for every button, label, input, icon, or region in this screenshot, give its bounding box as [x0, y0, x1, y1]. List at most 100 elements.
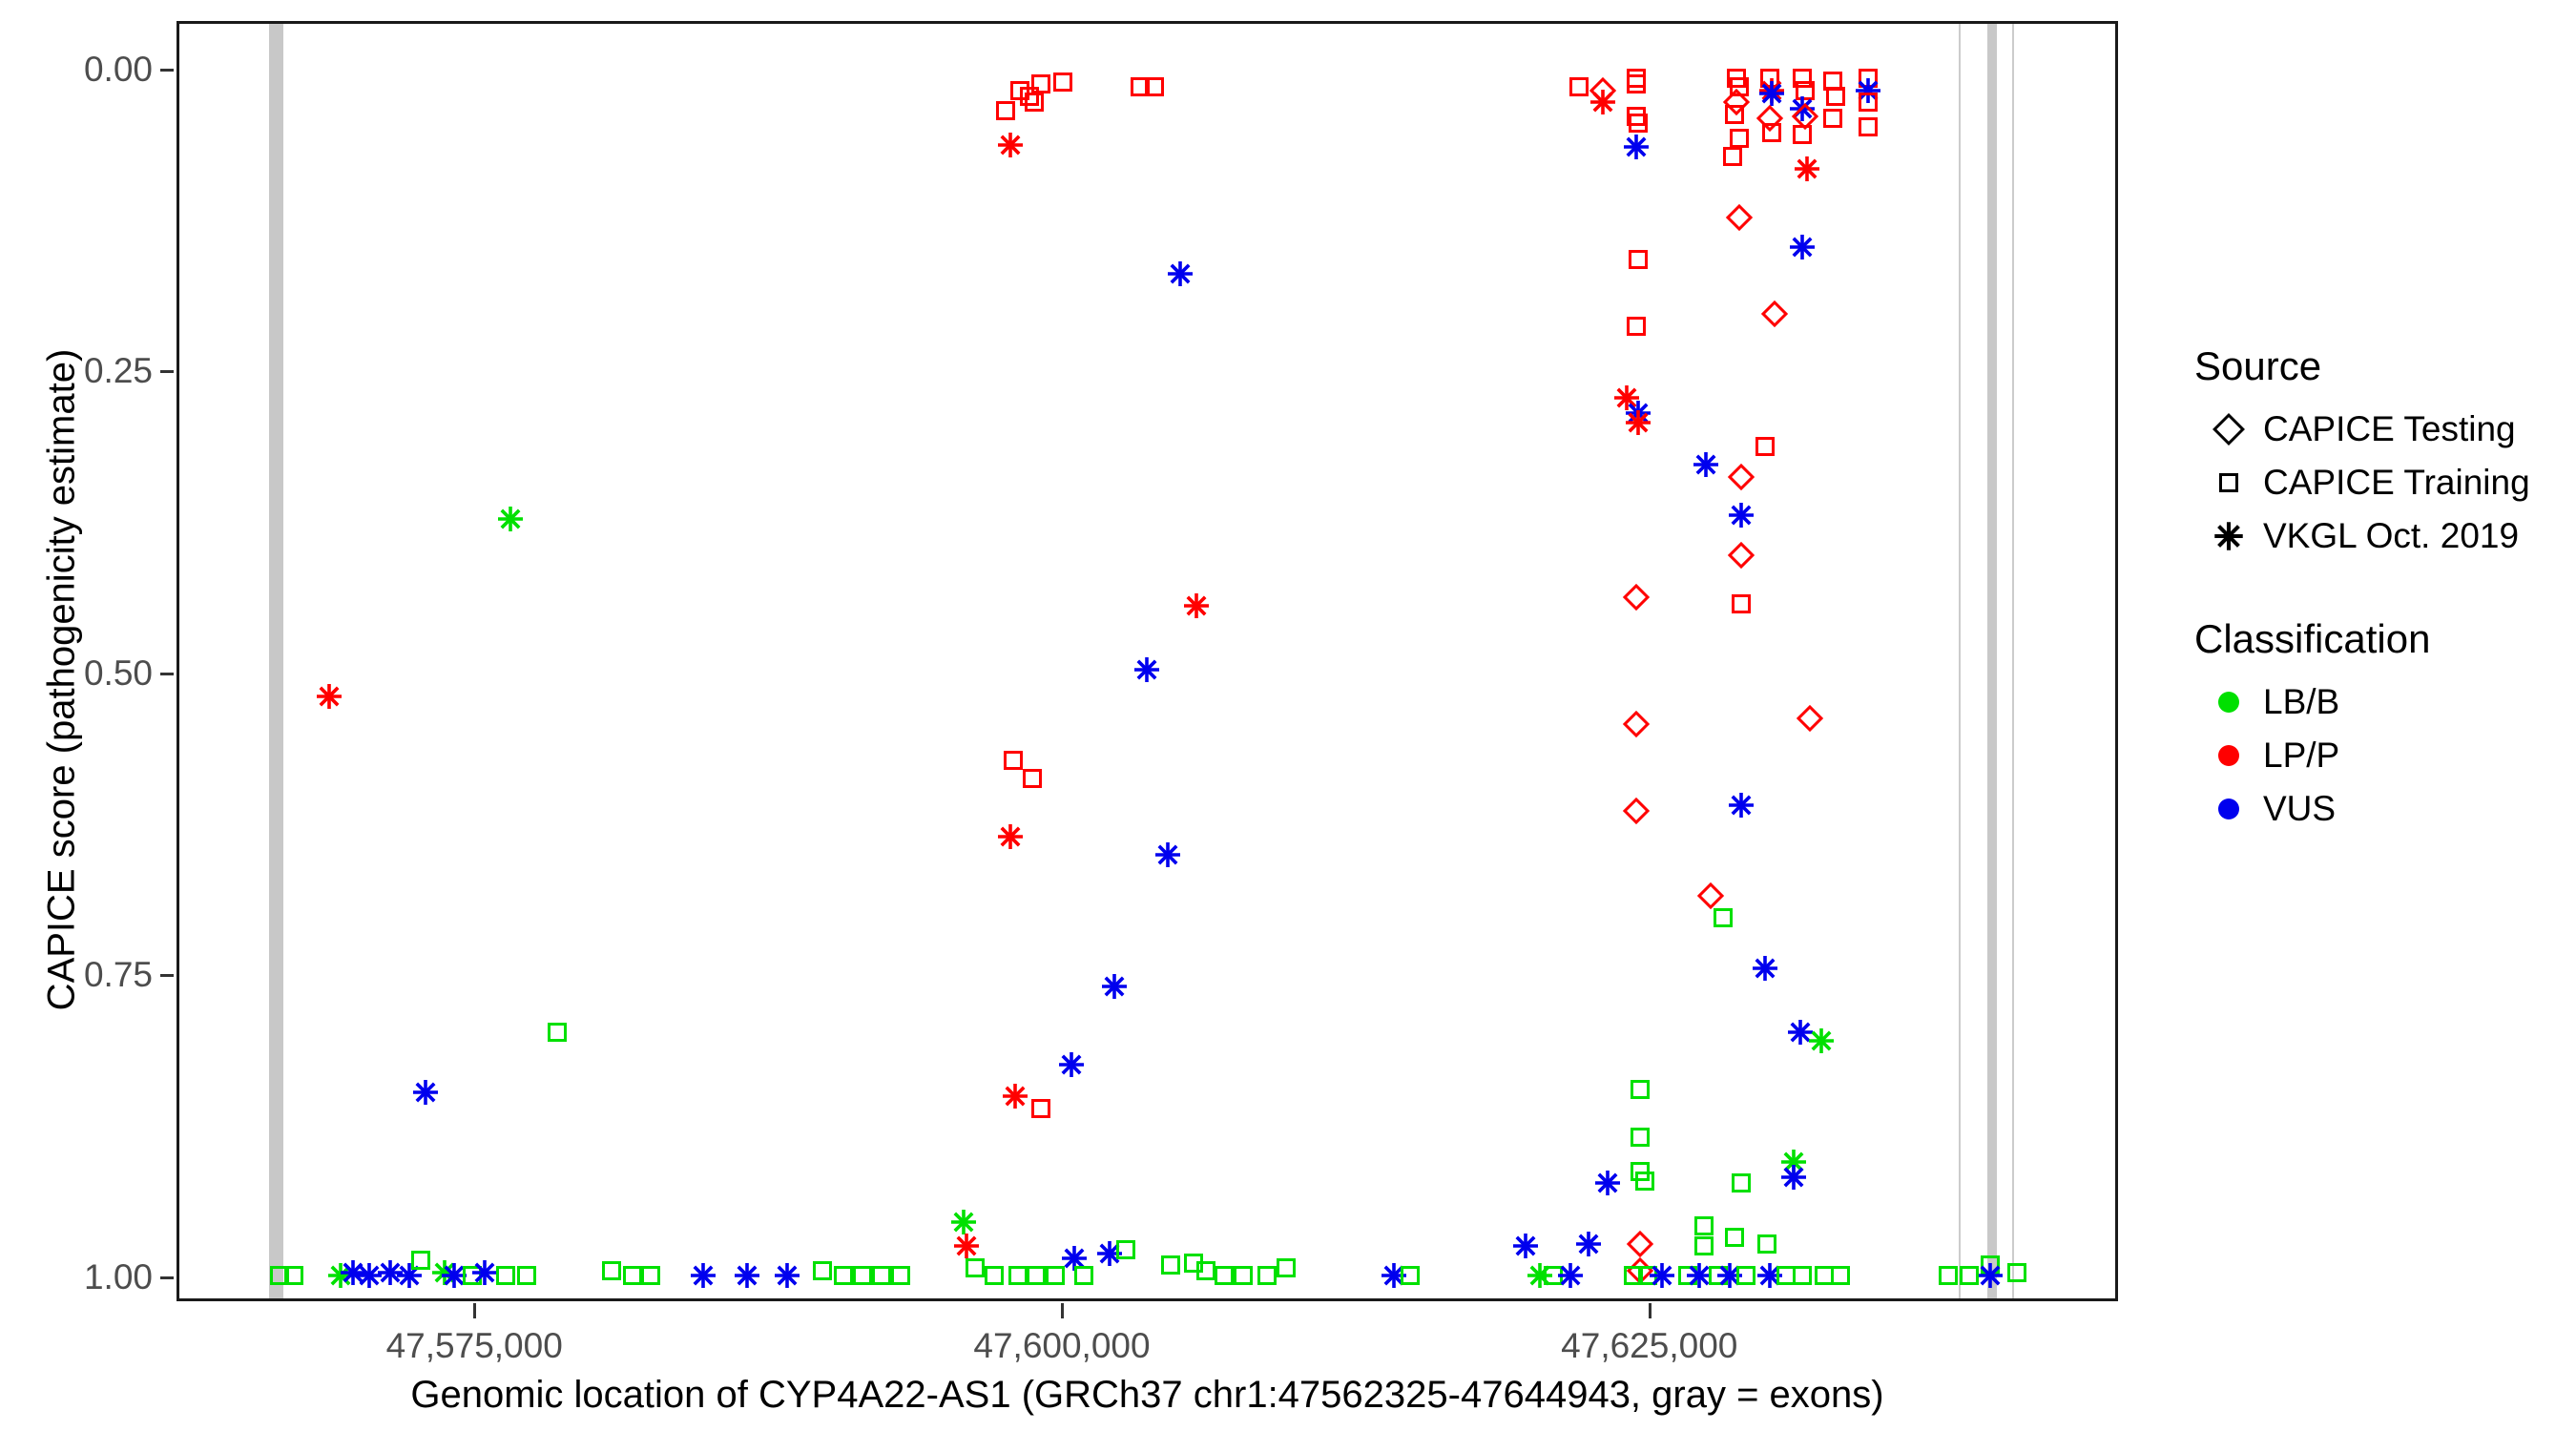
data-point-asterisk — [996, 131, 1025, 159]
x-tick-mark — [1648, 1303, 1652, 1318]
data-point-asterisk — [1132, 655, 1161, 684]
data-point-asterisk — [1727, 791, 1755, 819]
data-point-asterisk — [949, 1208, 978, 1236]
x-tick-label: 47,575,000 — [385, 1326, 563, 1365]
y-tick-mark — [160, 1275, 174, 1279]
data-point-square — [2006, 1263, 2026, 1283]
data-point-asterisk — [773, 1261, 801, 1290]
data-point-asterisk — [733, 1261, 761, 1290]
x-axis-title: Genomic location of CYP4A22-AS1 (GRCh37 … — [410, 1374, 1884, 1416]
data-point-asterisk — [411, 1078, 440, 1107]
data-point-asterisk — [440, 1261, 468, 1290]
data-point-square — [1144, 76, 1164, 96]
data-point-asterisk — [1182, 591, 1211, 620]
data-point-asterisk — [1166, 259, 1195, 288]
data-point-square — [1960, 1265, 1980, 1285]
data-point-square — [1762, 122, 1782, 142]
data-point-square — [1031, 74, 1051, 94]
data-point-square — [1729, 129, 1749, 149]
data-point-square — [1755, 437, 1775, 457]
data-point-asterisk — [1556, 1261, 1585, 1290]
data-point-square — [547, 1023, 567, 1043]
data-point-asterisk — [1622, 133, 1651, 161]
data-point-square — [495, 1265, 515, 1285]
data-point-square — [1116, 1240, 1136, 1260]
data-point-square — [1046, 1265, 1066, 1285]
data-point-asterisk — [1976, 1261, 2005, 1290]
legend-item-label: LB/B — [2263, 682, 2340, 721]
data-point-square — [966, 1258, 986, 1278]
data-point-square — [996, 101, 1016, 121]
data-point-square — [1626, 74, 1646, 94]
exon-marker — [1986, 24, 1997, 1298]
data-point-asterisk — [1779, 1163, 1808, 1192]
data-point-square — [1569, 76, 1589, 96]
data-point-square — [1732, 1173, 1752, 1193]
legend-group-classification: Classification LB/B LP/P VUS — [2194, 616, 2576, 836]
data-point-asterisk — [355, 1261, 384, 1290]
legend-item[interactable]: VUS — [2194, 782, 2576, 836]
legend-title-classification: Classification — [2194, 616, 2431, 661]
exon-marker — [269, 24, 283, 1298]
data-point-square — [813, 1260, 833, 1280]
data-point-square — [1628, 113, 1648, 133]
data-point-asterisk — [1692, 450, 1720, 479]
data-point-square — [1635, 1171, 1655, 1191]
legend-item-label: CAPICE Testing — [2263, 409, 2516, 448]
legend-item[interactable]: CAPICE Testing — [2194, 403, 2576, 456]
legend-group-source: Source CAPICE Testing CAPICE Training VKGL… — [2194, 343, 2576, 563]
data-point-asterisk — [376, 1258, 405, 1287]
data-point-asterisk — [1786, 1018, 1815, 1047]
data-point-square — [516, 1265, 536, 1285]
data-point-asterisk — [1715, 1261, 1744, 1290]
legend: Source CAPICE Testing CAPICE Training VKGL… — [2194, 343, 2576, 889]
legend-item-label: CAPICE Training — [2263, 463, 2530, 502]
data-point-square — [1830, 1265, 1850, 1285]
data-point-asterisk — [1685, 1261, 1714, 1290]
data-point-square — [1939, 1265, 1959, 1285]
data-point-asterisk — [1589, 88, 1617, 116]
data-point-square — [890, 1265, 910, 1285]
data-point-square — [1793, 125, 1813, 145]
legend-item[interactable]: LB/B — [2194, 675, 2576, 729]
data-point-asterisk — [315, 682, 343, 711]
x-tick-mark — [1060, 1303, 1064, 1318]
data-point-square — [1823, 108, 1843, 128]
data-point-square — [853, 1265, 873, 1285]
y-tick-label: 0.25 — [83, 351, 153, 391]
data-point-square — [1724, 1228, 1744, 1248]
data-point-square — [1160, 1255, 1180, 1275]
data-point-square — [1722, 147, 1742, 167]
data-point-square — [1825, 86, 1845, 106]
legend-item[interactable]: LP/P — [2194, 729, 2576, 782]
circle-icon — [2218, 798, 2239, 819]
data-point-asterisk — [996, 822, 1025, 851]
data-point-asterisk — [1807, 1027, 1836, 1055]
data-point-asterisk — [1788, 94, 1817, 123]
data-point-square — [1022, 769, 1042, 789]
y-tick-label: 0.00 — [83, 49, 153, 89]
data-point-square — [270, 1265, 290, 1285]
legend-item[interactable]: CAPICE Training — [2194, 456, 2576, 509]
data-point-square — [871, 1265, 891, 1285]
y-tick-label: 1.00 — [83, 1256, 153, 1296]
data-point-asterisk — [470, 1258, 499, 1287]
plot-panel — [177, 21, 2118, 1301]
data-point-square — [1401, 1265, 1421, 1285]
data-point-square — [622, 1265, 642, 1285]
legend-item[interactable]: VKGL Oct. 2019 — [2194, 509, 2576, 563]
data-point-square — [1736, 1265, 1756, 1285]
data-point-asterisk — [1100, 972, 1129, 1001]
data-point-asterisk — [1755, 1261, 1784, 1290]
data-point-square — [1626, 107, 1646, 127]
plot-area — [179, 24, 2115, 1298]
data-point-asterisk — [1727, 501, 1755, 529]
data-point-square — [1215, 1265, 1235, 1285]
data-point-square — [1631, 1079, 1651, 1099]
legend-item-label: VKGL Oct. 2019 — [2263, 516, 2520, 555]
data-point-square — [1257, 1265, 1277, 1285]
data-point-square — [1024, 93, 1044, 113]
data-point-asterisk — [1624, 408, 1652, 437]
data-point-square — [1859, 93, 1879, 113]
